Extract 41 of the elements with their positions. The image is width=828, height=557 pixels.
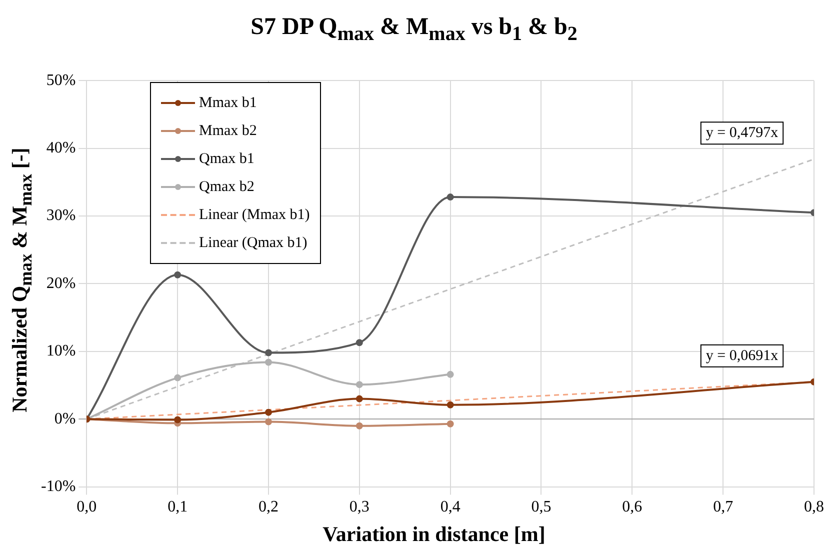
point [356,395,363,402]
point [264,418,272,426]
point [174,374,182,382]
point [264,408,272,416]
x-tick-label: 0,3 [349,498,370,516]
x-tick-label: 0,7 [713,498,734,516]
y-tick-label: 0% [54,410,76,428]
point [446,401,454,408]
chart-title: S7 DP Q$_{max}$ & M$_{max}$ vs b$_{1}$ & b$_{2}$ [250,14,578,46]
x-tick-label: 0,6 [622,498,642,516]
point [264,349,272,356]
legend-label: Qmax b2 [199,178,254,196]
point [174,271,182,278]
x-tick-label: 0,2 [258,498,278,516]
x-tick-label: 0,5 [531,498,552,516]
x-tick-label: 0,8 [804,498,824,516]
point [264,358,272,366]
x-tick-label: 0,4 [440,498,460,516]
legend-label: Qmax b1 [199,150,254,168]
point [446,420,454,428]
y-tick-label: -10% [41,478,76,496]
legend-label: Linear (Qmax b1) [199,234,308,252]
x-axis-title: Variation in distance [m] [322,522,546,547]
y-tick-label: 40% [46,140,76,157]
y-tick-label: 30% [46,207,76,224]
point [356,422,363,430]
x-tick-label: 0,1 [168,498,188,516]
legend-label: Mmax b2 [199,122,257,140]
y-tick-label: 50% [46,72,76,89]
y-tick-label: 10% [46,342,76,360]
point [446,194,454,201]
point [446,370,454,378]
x-tick-label: 0,0 [76,498,97,516]
point [174,416,182,424]
annotation: y = 0,0691x [706,348,779,364]
point [356,339,363,346]
legend-label: Linear (Mmax b1) [199,206,310,224]
legend-label: Mmax b1 [199,94,257,112]
y-tick-label: 20% [46,274,76,292]
annotation: y = 0,4797x [706,125,779,142]
point [356,381,363,388]
